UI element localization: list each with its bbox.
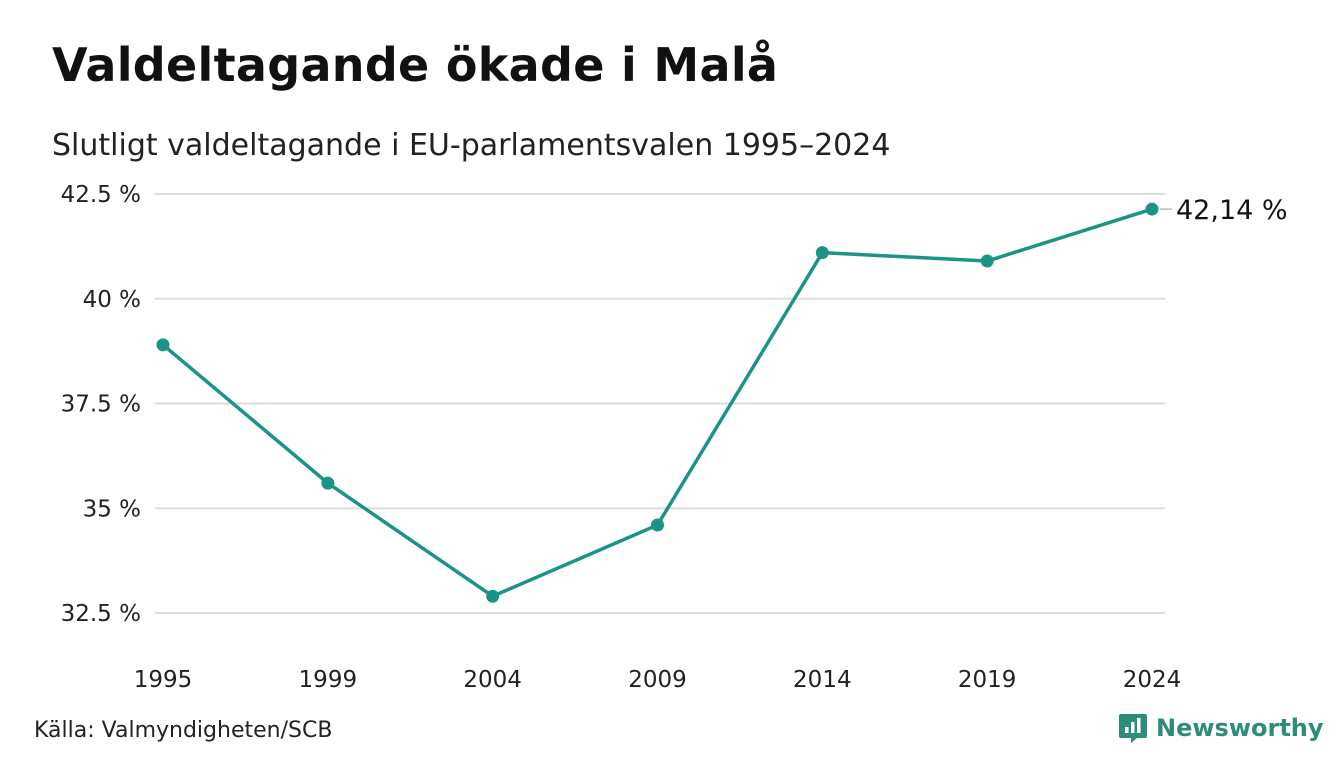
x-tick-label: 1999 [299, 667, 358, 693]
newsworthy-icon [1119, 714, 1147, 743]
y-tick-label: 42.5 % [61, 182, 141, 208]
data-point [156, 338, 170, 352]
y-tick-label: 32.5 % [61, 601, 141, 627]
data-point [815, 246, 829, 260]
x-tick-label: 1995 [134, 667, 193, 693]
data-point [651, 518, 664, 532]
chart-title: Valdeltagande ökade i Malå [52, 38, 779, 92]
data-point [980, 254, 994, 268]
brand-logo: Newsworthy [1118, 712, 1324, 744]
x-tick-label: 2004 [463, 667, 522, 693]
data-point [321, 476, 335, 490]
y-tick-label: 40 % [83, 287, 141, 313]
chart-subtitle: Slutligt valdeltagande i EU-parlamentsva… [52, 128, 891, 163]
data-point [1145, 202, 1159, 216]
y-tick-label: 37.5 % [61, 392, 141, 418]
source-note: Källa: Valmyndigheten/SCB [34, 718, 333, 743]
data-point [486, 589, 500, 603]
end-value-label: 42,14 % [1176, 195, 1288, 226]
x-tick-label: 2019 [958, 667, 1017, 693]
x-tick-label: 2014 [793, 667, 852, 693]
x-tick-label: 2024 [1123, 667, 1182, 693]
brand-name: Newsworthy [1156, 714, 1324, 742]
x-tick-label: 2009 [628, 667, 687, 693]
y-tick-label: 35 % [83, 496, 141, 522]
